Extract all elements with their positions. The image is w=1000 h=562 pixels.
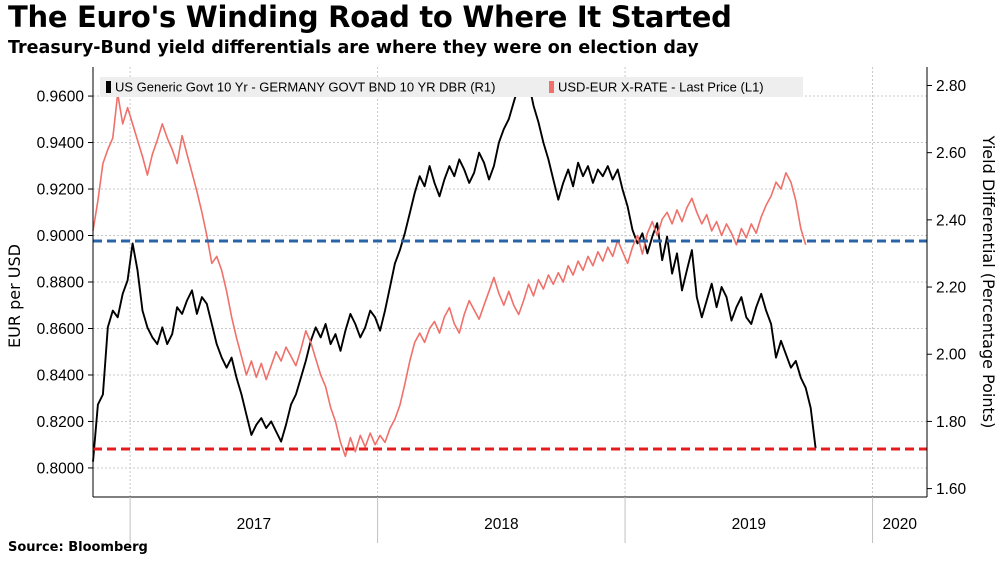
left-tick-label: 0.8400 [37,367,85,384]
right-axis-title: Yield Differential (Percentage Points) [979,135,998,429]
legend-label-differential: US Generic Govt 10 Yr - GERMANY GOVT BND… [115,80,495,95]
series-layer [92,81,817,462]
left-tick-label: 0.9000 [37,228,85,245]
x-tick-label: 2017 [237,516,271,533]
reference-lines [93,239,927,451]
right-tick-label: 2.60 [936,145,967,162]
left-axis-title: EUR per USD [5,244,24,348]
right-tick-label: 2.40 [936,212,967,229]
x-tick-label: 2020 [883,516,918,533]
series-line-usd-eur [92,92,807,458]
axes: 0.8000 0.8200 0.8400 0.8600 0.8800 0.9000 0.92… [37,67,967,543]
x-tick-label: 2018 [484,516,518,533]
legend-swatch-eurusd [549,81,554,93]
source-note: Source: Bloomberg [8,540,148,555]
left-tick-label: 0.8800 [37,275,85,292]
right-tick-label: 1.80 [936,414,967,431]
left-tick-label: 0.8600 [37,321,85,338]
left-tick-label: 0.8000 [37,460,85,477]
left-tick-label: 0.8200 [37,414,85,431]
chart-subtitle: Treasury-Bund yield differentials are wh… [8,38,699,58]
series-line-yield-differential [92,81,817,462]
legend-swatch-differential [106,81,111,93]
chart-title: The Euro's Winding Road to Where It Star… [8,0,732,34]
left-tick-label: 0.9200 [37,182,85,199]
legend-background [100,77,803,97]
grid [93,67,927,497]
right-tick-label: 2.00 [936,347,967,364]
left-tick-label: 0.9600 [37,89,85,106]
legend: US Generic Govt 10 Yr - GERMANY GOVT BND… [100,77,803,97]
legend-label-eurusd: USD-EUR X-RATE - Last Price (L1) [558,80,764,95]
right-tick-label: 2.80 [936,78,967,95]
right-tick-label: 2.20 [936,280,967,297]
right-tick-label: 1.60 [936,481,967,498]
left-tick-label: 0.9400 [37,135,85,152]
x-tick-label: 2019 [732,516,766,533]
